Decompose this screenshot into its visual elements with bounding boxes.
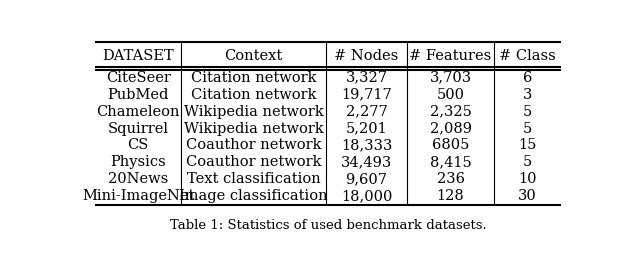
- Text: 128: 128: [436, 189, 465, 203]
- Text: 500: 500: [436, 88, 465, 102]
- Text: 5: 5: [523, 121, 532, 136]
- Text: # Features: # Features: [410, 49, 492, 63]
- Text: # Nodes: # Nodes: [334, 49, 399, 63]
- Text: Coauthor network: Coauthor network: [186, 155, 321, 169]
- Text: Mini-ImageNet: Mini-ImageNet: [82, 189, 195, 203]
- Text: Chameleon: Chameleon: [97, 105, 180, 119]
- Text: 20News: 20News: [108, 172, 168, 186]
- Text: Text classification: Text classification: [187, 172, 321, 186]
- Text: CiteSeer: CiteSeer: [106, 71, 171, 85]
- Text: CS: CS: [127, 139, 149, 152]
- Text: 8,415: 8,415: [429, 155, 472, 169]
- Text: PubMed: PubMed: [108, 88, 169, 102]
- Text: 18,333: 18,333: [340, 139, 392, 152]
- Text: # Class: # Class: [499, 49, 556, 63]
- Text: Context: Context: [225, 49, 283, 63]
- Text: 3: 3: [523, 88, 532, 102]
- Text: 2,277: 2,277: [346, 105, 387, 119]
- Text: 6805: 6805: [432, 139, 469, 152]
- Text: Squirrel: Squirrel: [108, 121, 168, 136]
- Text: 5: 5: [523, 155, 532, 169]
- Text: 3,703: 3,703: [429, 71, 472, 85]
- Text: Physics: Physics: [110, 155, 166, 169]
- Text: 34,493: 34,493: [341, 155, 392, 169]
- Text: 15: 15: [518, 139, 537, 152]
- Text: 236: 236: [436, 172, 465, 186]
- Text: 19,717: 19,717: [341, 88, 392, 102]
- Text: 2,325: 2,325: [429, 105, 472, 119]
- Text: 9,607: 9,607: [346, 172, 387, 186]
- Text: Wikipedia network: Wikipedia network: [184, 105, 323, 119]
- Text: 10: 10: [518, 172, 537, 186]
- Text: Citation network: Citation network: [191, 71, 316, 85]
- Text: Coauthor network: Coauthor network: [186, 139, 321, 152]
- Text: Image classification: Image classification: [179, 189, 328, 203]
- Text: 3,327: 3,327: [346, 71, 387, 85]
- Text: 2,089: 2,089: [429, 121, 472, 136]
- Text: 5: 5: [523, 105, 532, 119]
- Text: 5,201: 5,201: [346, 121, 387, 136]
- Text: 30: 30: [518, 189, 537, 203]
- Text: DATASET: DATASET: [102, 49, 174, 63]
- Text: Table 1: Statistics of used benchmark datasets.: Table 1: Statistics of used benchmark da…: [170, 219, 486, 232]
- Text: 6: 6: [523, 71, 532, 85]
- Text: 18,000: 18,000: [340, 189, 392, 203]
- Text: Wikipedia network: Wikipedia network: [184, 121, 323, 136]
- Text: Citation network: Citation network: [191, 88, 316, 102]
